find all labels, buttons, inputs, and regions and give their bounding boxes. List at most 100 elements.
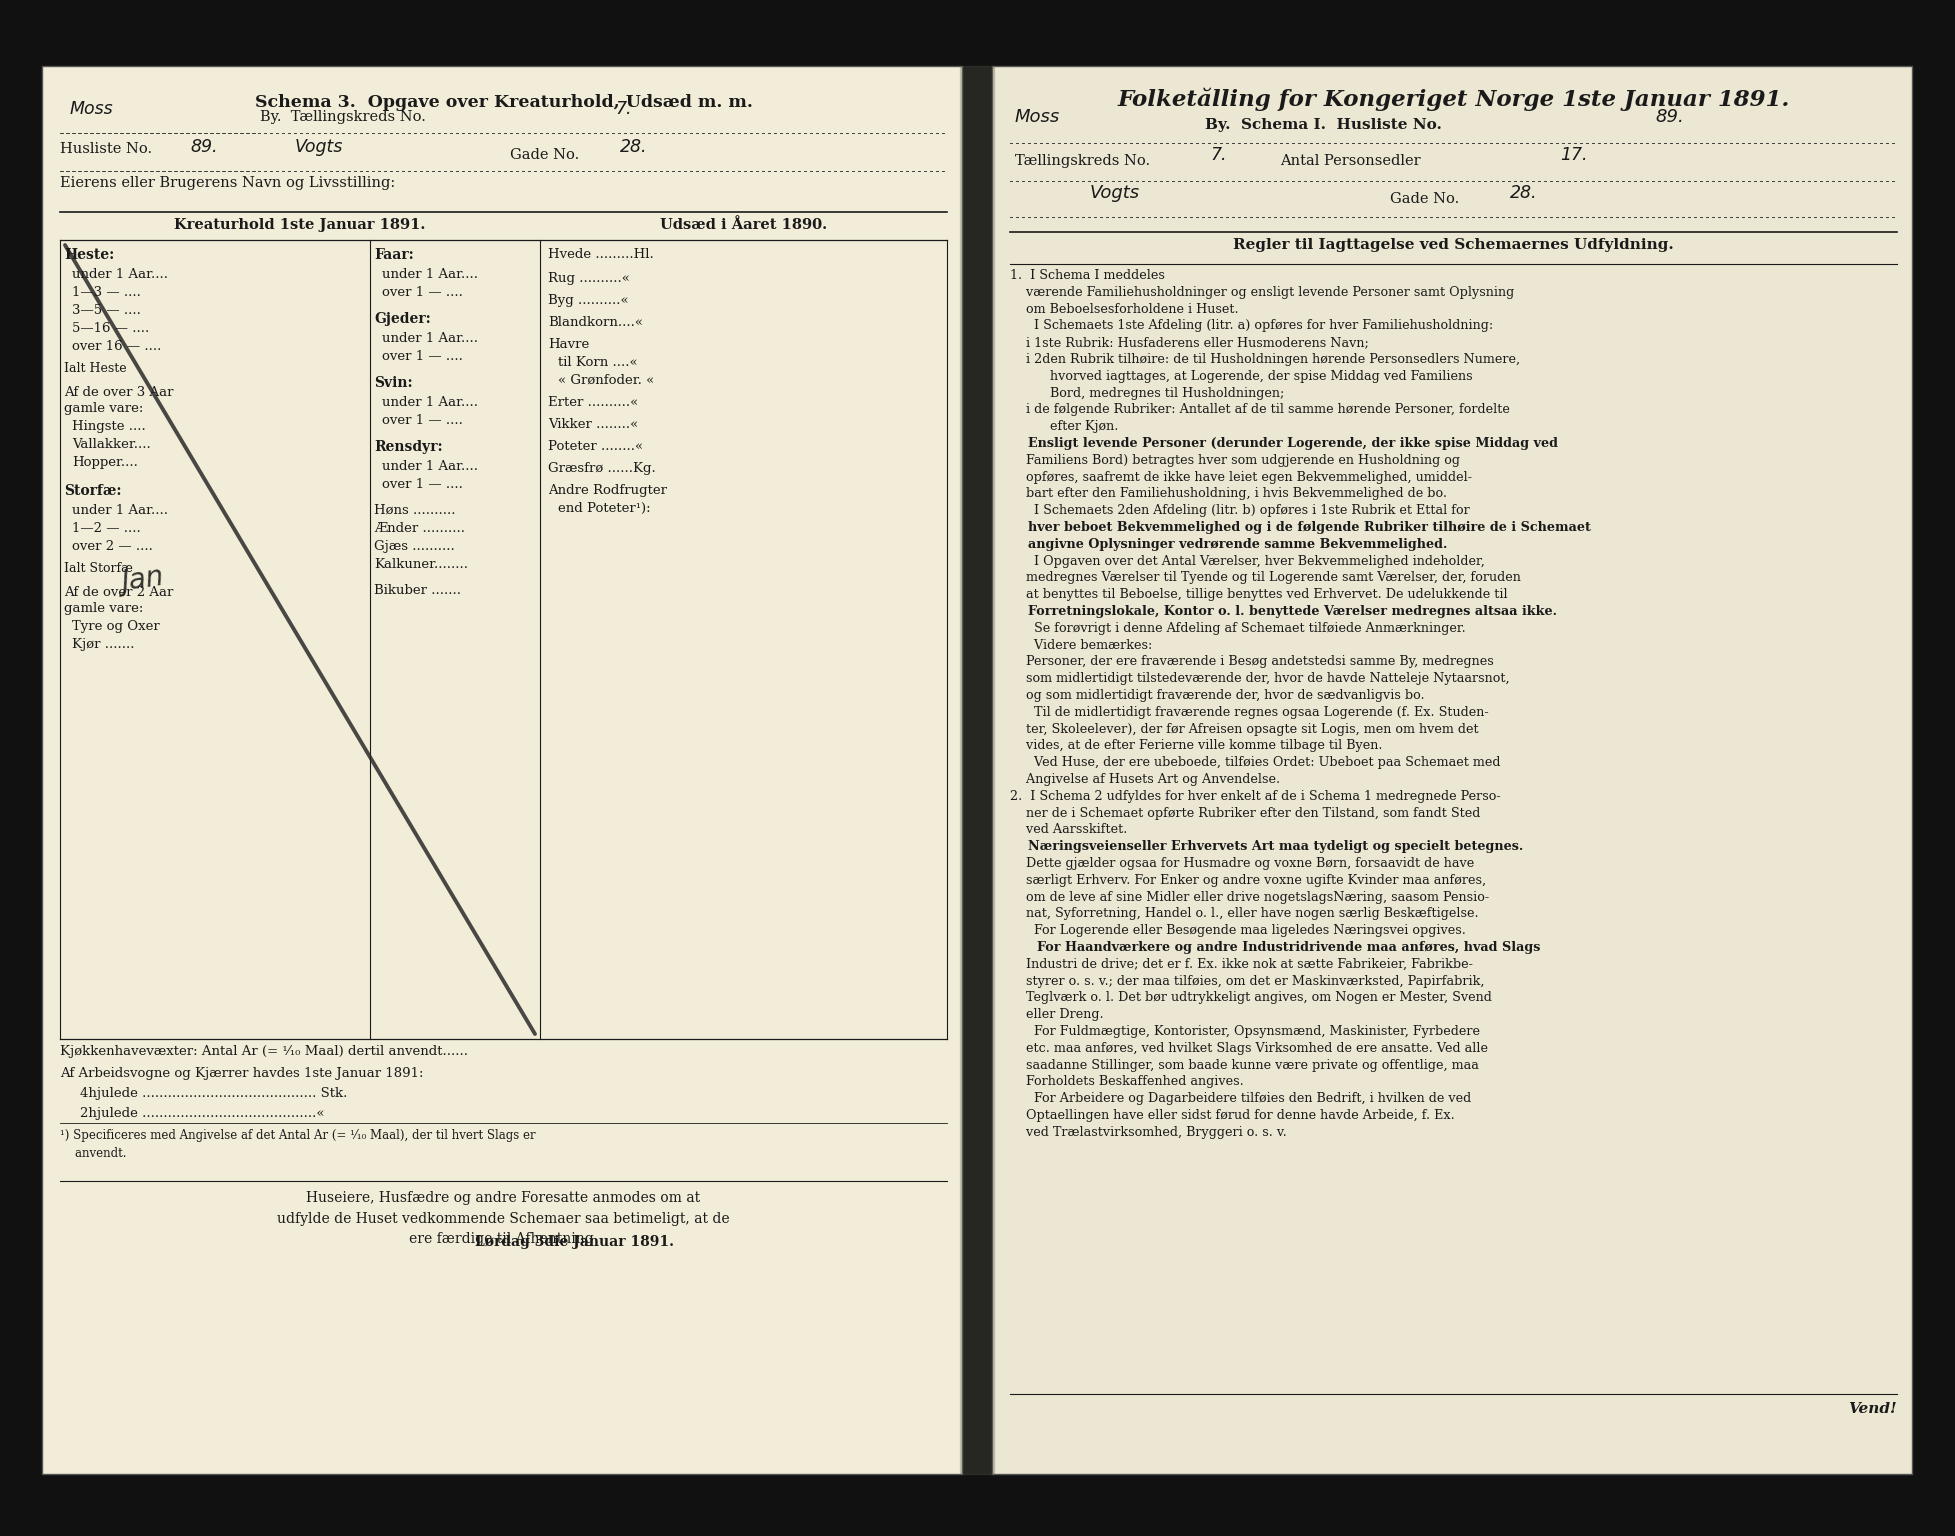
Text: Erter ..........«: Erter ..........« (547, 396, 637, 409)
Text: Høns ..........: Høns .......... (373, 504, 456, 518)
Text: Tællingskreds No.: Tællingskreds No. (1015, 154, 1150, 167)
Text: medregnes Værelser til Tyende og til Logerende samt Værelser, der, foruden: medregnes Værelser til Tyende og til Log… (1011, 571, 1521, 584)
Text: Lørdag 3die Januar 1891.: Lørdag 3die Januar 1891. (475, 1235, 674, 1249)
Text: i de følgende Rubriker: Antallet af de til samme hørende Personer, fordelte: i de følgende Rubriker: Antallet af de t… (1011, 404, 1509, 416)
Text: særligt Erhverv. For Enker og andre voxne ugifte Kvinder maa anføres,: særligt Erhverv. For Enker og andre voxn… (1011, 874, 1486, 886)
Text: vides, at de efter Ferierne ville komme tilbage til Byen.: vides, at de efter Ferierne ville komme … (1011, 739, 1382, 753)
Text: efter Kjøn.: efter Kjøn. (1011, 421, 1118, 433)
Text: I Schemaets 1ste Afdeling (litr. a) opføres for hver Familiehusholdning:: I Schemaets 1ste Afdeling (litr. a) opfø… (1011, 319, 1494, 332)
Text: Til de midlertidigt fraværende regnes ogsaa Logerende (f. Ex. Studen-: Til de midlertidigt fraværende regnes og… (1011, 707, 1488, 719)
Text: Heste:: Heste: (65, 247, 113, 263)
Text: Forretningslokale, Kontor o. l. benyttede Værelser medregnes altsaa ikke.: Forretningslokale, Kontor o. l. benytted… (1011, 605, 1556, 617)
Text: under 1 Aar....: under 1 Aar.... (381, 267, 479, 281)
Text: Græsfrø ......Kg.: Græsfrø ......Kg. (547, 462, 655, 475)
Text: hvorved iagttages, at Logerende, der spise Middag ved Familiens: hvorved iagttages, at Logerende, der spi… (1011, 370, 1472, 382)
Text: at benyttes til Beboelse, tillige benyttes ved Erhvervet. De udelukkende til: at benyttes til Beboelse, tillige benytt… (1011, 588, 1507, 601)
Text: eller Dreng.: eller Dreng. (1011, 1008, 1105, 1021)
Text: 28.: 28. (620, 138, 647, 157)
Text: Ænder ..........: Ænder .......... (373, 522, 465, 535)
Text: Se forøvrigt i denne Afdeling af Schemaet tilføiede Anmærkninger.: Se forøvrigt i denne Afdeling af Schemae… (1011, 622, 1466, 634)
Text: Byg ..........«: Byg ..........« (547, 293, 630, 307)
Text: i 2den Rubrik tilhøire: de til Husholdningen hørende Personsedlers Numere,: i 2den Rubrik tilhøire: de til Husholdni… (1011, 353, 1521, 366)
Text: 4hjulede ......................................... Stk.: 4hjulede ...............................… (80, 1087, 348, 1100)
Text: 89.: 89. (1656, 108, 1683, 126)
Text: Ensligt levende Personer (derunder Logerende, der ikke spise Middag ved: Ensligt levende Personer (derunder Loger… (1011, 438, 1558, 450)
Text: Ialt Storfæ: Ialt Storfæ (65, 562, 133, 574)
Text: i 1ste Rubrik: Husfaderens eller Husmoderens Navn;: i 1ste Rubrik: Husfaderens eller Husmode… (1011, 336, 1368, 349)
Text: Blandkorn....«: Blandkorn....« (547, 316, 643, 329)
Bar (991, 66, 1912, 1475)
Text: ner de i Schemaet opførte Rubriker efter den Tilstand, som fandt Sted: ner de i Schemaet opførte Rubriker efter… (1011, 806, 1480, 820)
Text: Jan: Jan (119, 564, 166, 598)
Text: Folketălling for Kongeriget Norge 1ste Januar 1891.: Folketălling for Kongeriget Norge 1ste … (1118, 88, 1789, 111)
Text: Hingste ....: Hingste .... (72, 419, 147, 433)
Text: Antal Personsedler: Antal Personsedler (1281, 154, 1421, 167)
Text: bart efter den Familiehusholdning, i hvis Bekvemmelighed de bo.: bart efter den Familiehusholdning, i hvi… (1011, 487, 1447, 501)
Text: Familiens Bord) betragtes hver som udgjerende en Husholdning og: Familiens Bord) betragtes hver som udgje… (1011, 453, 1460, 467)
Text: Kreaturhold 1ste Januar 1891.: Kreaturhold 1ste Januar 1891. (174, 218, 426, 232)
Text: Rug ..........«: Rug ..........« (547, 272, 630, 286)
Text: Vend!: Vend! (1847, 1402, 1896, 1416)
Text: over 1 — ....: over 1 — .... (381, 286, 463, 300)
Text: Svin:: Svin: (373, 376, 413, 390)
Text: Havre: Havre (547, 338, 588, 352)
Text: gamle vare:: gamle vare: (65, 602, 143, 614)
Text: For Logerende eller Besøgende maa ligeledes Næringsvei opgives.: For Logerende eller Besøgende maa ligele… (1011, 925, 1466, 937)
Text: Hopper....: Hopper.... (72, 456, 139, 468)
Text: over 2 — ....: over 2 — .... (72, 541, 152, 553)
Text: Af Arbeidsvogne og Kjærrer havdes 1ste Januar 1891:: Af Arbeidsvogne og Kjærrer havdes 1ste J… (61, 1068, 424, 1080)
Bar (960, 66, 993, 1475)
Text: Bord, medregnes til Husholdningen;: Bord, medregnes til Husholdningen; (1011, 387, 1284, 399)
Text: Ialt Heste: Ialt Heste (65, 362, 127, 375)
Text: 1—2 — ....: 1—2 — .... (72, 522, 141, 535)
Text: Personer, der ere fraværende i Besøg andetstedsi samme By, medregnes: Personer, der ere fraværende i Besøg and… (1011, 656, 1494, 668)
Text: 1—3 — ....: 1—3 — .... (72, 286, 141, 300)
Text: For Fuldmægtige, Kontorister, Opsynsmænd, Maskinister, Fyrbedere: For Fuldmægtige, Kontorister, Opsynsmænd… (1011, 1025, 1480, 1038)
Text: For Arbeidere og Dagarbeidere tilføies den Bedrift, i hvilken de ved: For Arbeidere og Dagarbeidere tilføies d… (1011, 1092, 1472, 1106)
Text: Gade No.: Gade No. (1390, 192, 1458, 206)
Text: ved Aarsskiftet.: ved Aarsskiftet. (1011, 823, 1128, 837)
Text: Optaellingen have eller sidst førud for denne havde Arbeide, f. Ex.: Optaellingen have eller sidst førud for … (1011, 1109, 1455, 1121)
Text: Teglværk o. l. Det bør udtrykkeligt angives, om Nogen er Mester, Svend: Teglværk o. l. Det bør udtrykkeligt angi… (1011, 991, 1492, 1005)
Text: som midlertidigt tilstedeværende der, hvor de havde Natteleje Nytaarsnot,: som midlertidigt tilstedeværende der, hv… (1011, 673, 1509, 685)
Text: Næringsveienseller Erhvervets Art maa tydeligt og specielt betegnes.: Næringsveienseller Erhvervets Art maa ty… (1011, 840, 1523, 852)
Text: om Beboelsesforholdene i Huset.: om Beboelsesforholdene i Huset. (1011, 303, 1239, 315)
Text: etc. maa anføres, ved hvilket Slags Virksomhed de ere ansatte. Ved alle: etc. maa anføres, ved hvilket Slags Virk… (1011, 1041, 1488, 1055)
Text: Eierens eller Brugerens Navn og Livsstilling:: Eierens eller Brugerens Navn og Livsstil… (61, 177, 395, 190)
Text: Regler til Iagttagelse ved Schemaernes Udfyldning.: Regler til Iagttagelse ved Schemaernes U… (1234, 238, 1673, 252)
Text: Gjæs ..........: Gjæs .......... (373, 541, 456, 553)
Text: Storfæ:: Storfæ: (65, 484, 121, 498)
Text: By.  Schema I.  Husliste No.: By. Schema I. Husliste No. (1204, 118, 1443, 132)
Text: om de leve af sine Midler eller drive nogetslagsNæring, saasom Pensio-: om de leve af sine Midler eller drive no… (1011, 891, 1490, 903)
Text: Tyre og Oxer: Tyre og Oxer (72, 621, 160, 633)
Text: Rensdyr:: Rensdyr: (373, 439, 442, 455)
Text: nat, Syforretning, Handel o. l., eller have nogen særlig Beskæftigelse.: nat, Syforretning, Handel o. l., eller h… (1011, 908, 1478, 920)
Text: Af de over 3 Aar: Af de over 3 Aar (65, 386, 174, 399)
Text: Dette gjælder ogsaa for Husmadre og voxne Børn, forsaavidt de have: Dette gjælder ogsaa for Husmadre og voxn… (1011, 857, 1474, 869)
Text: 5—16 — ....: 5—16 — .... (72, 323, 149, 335)
Text: Kjør .......: Kjør ....... (72, 637, 135, 651)
Text: Bikuber .......: Bikuber ....... (373, 584, 461, 598)
Text: Schema 3.  Opgave over Kreaturhold, Udsæd m. m.: Schema 3. Opgave over Kreaturhold, Udsæd… (254, 94, 753, 111)
Text: ter, Skoleelever), der før Afreisen opsagte sit Logis, men om hvem det: ter, Skoleelever), der før Afreisen opsa… (1011, 722, 1478, 736)
Text: angivne Oplysninger vedrørende samme Bekvemmelighed.: angivne Oplysninger vedrørende samme Bek… (1011, 538, 1447, 551)
Text: og som midlertidigt fraværende der, hvor de sædvanligvis bo.: og som midlertidigt fraværende der, hvor… (1011, 690, 1425, 702)
Text: opføres, saafremt de ikke have leiet egen Bekvemmelighed, umiddel-: opføres, saafremt de ikke have leiet ege… (1011, 470, 1472, 484)
Text: over 1 — ....: over 1 — .... (381, 350, 463, 362)
Text: I Schemaets 2den Afdeling (litr. b) opføres i 1ste Rubrik et Ettal for: I Schemaets 2den Afdeling (litr. b) opfø… (1011, 504, 1470, 518)
Text: Huseiere, Husfædre og andre Foresatte anmodes om at
udfylde de Huset vedkommende: Huseiere, Husfædre og andre Foresatte an… (278, 1190, 729, 1246)
Text: 2.  I Schema 2 udfyldes for hver enkelt af de i Schema 1 medregnede Perso-: 2. I Schema 2 udfyldes for hver enkelt a… (1011, 790, 1501, 803)
Text: Vallakker....: Vallakker.... (72, 438, 151, 452)
Text: over 16 — ....: over 16 — .... (72, 339, 162, 353)
Text: ¹) Specificeres med Angivelse af det Antal Ar (= ¹⁄₁₀ Maal), der til hvert Slags: ¹) Specificeres med Angivelse af det Ant… (61, 1129, 536, 1160)
Text: værende Familiehusholdninger og ensligt levende Personer samt Oplysning: værende Familiehusholdninger og ensligt … (1011, 286, 1515, 300)
Text: « Grønfoder. «: « Grønfoder. « (557, 373, 655, 387)
Text: By.  Tællingskreds No.: By. Tællingskreds No. (260, 111, 426, 124)
Text: under 1 Aar....: under 1 Aar.... (381, 396, 479, 409)
Text: Moss: Moss (1015, 108, 1060, 126)
Text: Poteter ........«: Poteter ........« (547, 439, 643, 453)
Text: Videre bemærkes:: Videre bemærkes: (1011, 639, 1151, 651)
Text: Udsæd i Åaret 1890.: Udsæd i Åaret 1890. (661, 218, 827, 232)
Text: Hvede .........Hl.: Hvede .........Hl. (547, 247, 653, 261)
Text: saadanne Stillinger, som baade kunne være private og offentlige, maa: saadanne Stillinger, som baade kunne vær… (1011, 1058, 1478, 1072)
